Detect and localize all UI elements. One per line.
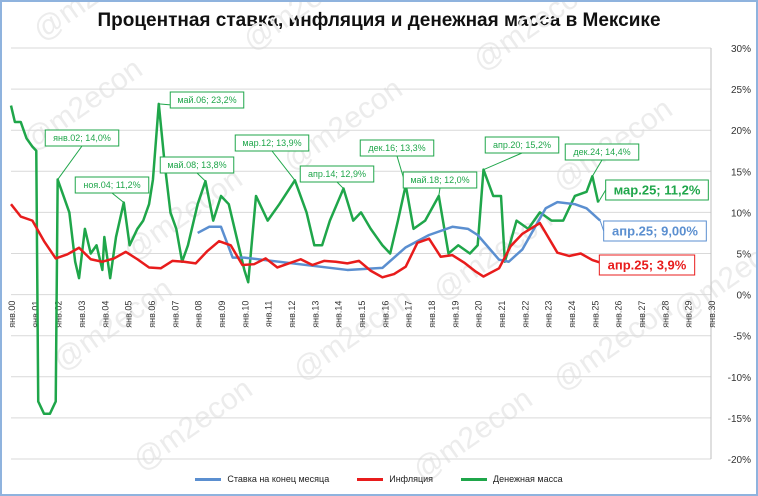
annotation-leader (196, 172, 206, 182)
y-tick-label: -5% (733, 332, 751, 343)
annotation-label: дек.16; 13,3% (368, 143, 425, 153)
annotation-leader (57, 145, 83, 180)
annotation-box (402, 171, 478, 189)
x-tick-label: янв.24 (567, 301, 577, 328)
annotation-box (605, 179, 709, 201)
legend-label: Ставка на конец месяца (227, 474, 330, 484)
legend: Ставка на конец месяца Инфляция Денежная… (2, 474, 756, 484)
x-tick-label: янв.27 (637, 301, 647, 328)
annotation-leader (336, 181, 344, 189)
series-line-0 (197, 200, 602, 272)
annotation-box (564, 143, 640, 161)
annotation-leader (597, 189, 607, 203)
x-tick-label: янв.16 (380, 301, 390, 328)
y-tick-label: 0% (737, 291, 752, 302)
x-tick-label: янв.09 (217, 301, 227, 328)
annotation-box (74, 176, 150, 194)
x-tick-label: янв.28 (660, 301, 670, 328)
annotation-box (169, 91, 245, 109)
annotation-label: дек.24; 14,4% (573, 147, 630, 157)
annotation-leader (483, 152, 523, 171)
annotation-label: янв.02; 14,0% (53, 133, 111, 143)
annotation-leader (599, 220, 605, 232)
x-tick-label: янв.00 (7, 301, 17, 328)
annotation-label: ноя.04; 11,2% (83, 180, 140, 190)
x-tick-label: янв.21 (497, 301, 507, 328)
x-tick-label: янв.30 (707, 301, 717, 328)
watermark: @m2econ (407, 382, 538, 488)
x-tick-label: янв.04 (100, 301, 110, 328)
annotation-label: май.08; 13,8% (167, 160, 226, 170)
annotation-box (484, 136, 560, 154)
y-tick-label: -10% (728, 373, 751, 384)
watermark: @m2econ (127, 372, 258, 478)
watermark: @m2econ (47, 272, 178, 378)
annotation-label: апр.25; 3,9% (608, 258, 687, 273)
x-tick-label: янв.14 (334, 301, 344, 328)
legend-item-money: Денежная масса (461, 474, 563, 484)
x-tick-label: янв.05 (124, 301, 134, 328)
x-tick-label: янв.02 (54, 301, 64, 328)
annotation-box (603, 220, 707, 242)
annotation-label: май.06; 23,2% (177, 95, 236, 105)
annotation-box (44, 129, 120, 147)
annotation-box (234, 134, 310, 152)
x-tick-label: янв.08 (194, 301, 204, 328)
legend-label: Денежная масса (493, 474, 563, 484)
x-tick-label: янв.13 (310, 301, 320, 328)
annotation-label: мар.25; 11,2% (614, 183, 701, 198)
y-tick-label: -15% (728, 414, 751, 425)
x-tick-label: янв.29 (684, 301, 694, 328)
x-tick-label: янв.07 (170, 301, 180, 328)
x-tick-label: янв.03 (77, 301, 87, 328)
x-tick-label: янв.26 (614, 301, 624, 328)
legend-item-rate: Ставка на конец месяца (195, 474, 329, 484)
annotation-leader (111, 192, 125, 203)
series-line-2 (9, 102, 600, 416)
watermark: @m2econ (287, 282, 418, 388)
x-tick-label: янв.22 (520, 301, 530, 328)
x-tick-label: янв.20 (474, 301, 484, 328)
annotation-box (598, 254, 696, 276)
watermark: @m2econ (467, 2, 598, 78)
annotation-label: мар.12; 13,9% (242, 138, 301, 148)
annotation-label: апр.20; 15,2% (493, 140, 551, 150)
y-tick-label: 5% (737, 250, 752, 261)
watermark: @m2econ (27, 2, 158, 48)
annotation-label: апр.14; 12,9% (308, 169, 366, 179)
x-tick-label: янв.15 (357, 301, 367, 328)
legend-item-inflation: Инфляция (357, 474, 433, 484)
annotation-box (159, 156, 235, 174)
y-tick-label: 30% (731, 44, 751, 55)
y-tick-label: 20% (731, 126, 751, 137)
x-tick-label: янв.10 (240, 301, 250, 328)
chart-title: Процентная ставка, инфляция и денежная м… (97, 10, 661, 31)
annotation-leader (438, 187, 441, 197)
x-tick-label: янв.25 (590, 301, 600, 328)
x-tick-label: янв.01 (30, 301, 40, 328)
x-tick-label: янв.17 (404, 301, 414, 328)
x-tick-label: янв.12 (287, 301, 297, 328)
x-tick-label: янв.06 (147, 301, 157, 328)
annotation-label: май.18; 12,0% (410, 175, 469, 185)
annotation-leader (271, 150, 296, 181)
annotation-box (299, 165, 375, 183)
legend-label: Инфляция (389, 474, 434, 484)
annotation-leader (591, 159, 603, 177)
x-tick-label: янв.11 (264, 301, 274, 327)
y-tick-label: 10% (731, 208, 751, 219)
x-tick-label: янв.23 (544, 301, 554, 328)
annotation-box (359, 139, 435, 157)
y-tick-label: 25% (731, 85, 751, 96)
y-tick-label: -20% (728, 455, 751, 466)
annotation-label: апр.25; 9,00% (612, 224, 698, 239)
x-tick-label: янв.18 (427, 301, 437, 328)
y-tick-label: 15% (731, 167, 751, 178)
watermark: @m2econ (237, 2, 368, 58)
x-tick-label: янв.19 (450, 301, 460, 328)
watermark: @m2econ (277, 72, 408, 178)
